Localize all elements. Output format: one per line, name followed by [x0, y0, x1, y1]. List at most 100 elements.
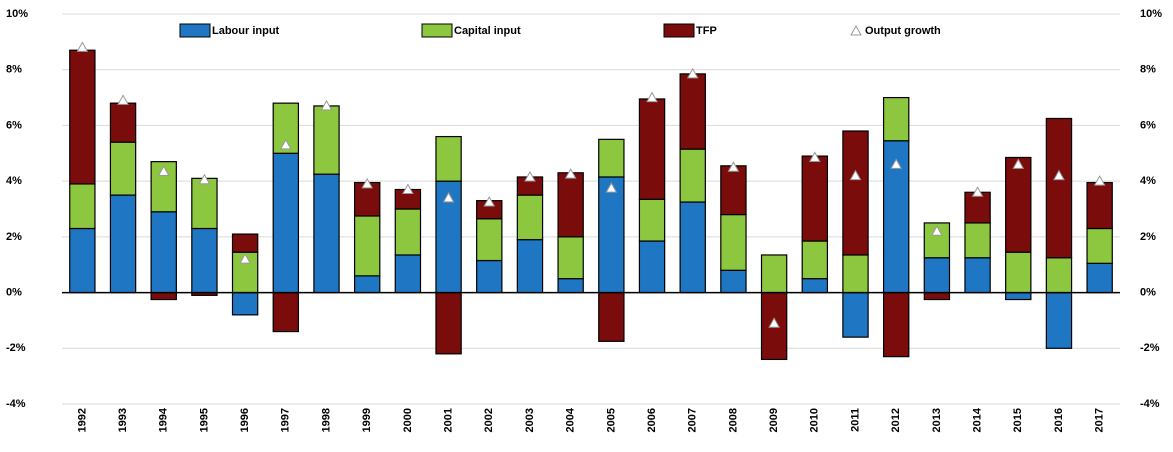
y-tick-label: 8% [6, 64, 22, 76]
bar-segment [476, 218, 503, 262]
x-tick-label: 2017 [1094, 408, 1106, 432]
bar-segment [69, 227, 96, 294]
y2-tick-label: 6% [1140, 119, 1156, 131]
bar-segment [109, 141, 137, 196]
bar-segment [1086, 262, 1113, 294]
x-tick-label: 2015 [1012, 408, 1024, 432]
output-marker [361, 177, 374, 189]
bar-segment [842, 130, 869, 256]
output-marker [198, 173, 211, 185]
output-marker [76, 41, 89, 52]
x-tick-label: 2014 [971, 407, 983, 432]
bar-segment [150, 291, 177, 301]
output-marker [1093, 175, 1106, 186]
bar-segment [1005, 251, 1032, 294]
bar-segment [598, 138, 625, 178]
bar-segment [557, 172, 584, 238]
y2-tick-label: -2% [1140, 342, 1160, 354]
bar-segment [801, 240, 829, 280]
x-tick-label: 1997 [280, 408, 292, 432]
bar-segment [598, 291, 625, 342]
y-tick-label: 0% [6, 286, 22, 298]
bar-segment [394, 254, 422, 294]
x-tick-label: 2003 [524, 408, 536, 432]
output-marker [524, 170, 536, 182]
bar-segment [313, 173, 340, 294]
bar-segment [679, 201, 706, 294]
bar-segment [882, 291, 910, 358]
output-marker [931, 225, 943, 236]
x-tick-label: 2005 [605, 408, 617, 432]
x-tick-label: 2010 [809, 408, 821, 432]
output-marker [320, 99, 333, 111]
legend-swatch [421, 23, 453, 38]
legend-label: Capital input [454, 25, 521, 37]
bar-segment [435, 135, 462, 182]
bar-segment [801, 155, 829, 242]
output-marker [442, 191, 455, 203]
bar-segment [476, 259, 503, 294]
bar-segment [679, 73, 706, 150]
bar-segment [1045, 257, 1073, 294]
bar-segment [435, 291, 462, 355]
x-tick-label: 2012 [890, 408, 902, 432]
legend-swatch [663, 23, 695, 38]
bar-segment [557, 236, 584, 280]
bar-segment [313, 105, 340, 175]
bar-segment [1086, 181, 1113, 230]
bar-segment [964, 191, 991, 224]
bar-segment [720, 213, 747, 271]
x-tick-label: 2009 [768, 408, 780, 432]
bar-segment [842, 254, 869, 294]
y2-tick-label: -4% [1140, 398, 1160, 410]
output-marker [402, 183, 414, 194]
output-marker [646, 91, 658, 103]
x-tick-label: 2000 [402, 408, 414, 432]
bar-segment [1045, 117, 1073, 259]
x-tick-label: 1992 [76, 408, 88, 432]
bar-segment [882, 96, 910, 142]
x-tick-label: 2004 [565, 407, 577, 432]
output-marker [239, 253, 251, 264]
bar-segment [516, 194, 544, 241]
output-marker [890, 158, 903, 169]
x-tick-label: 1995 [198, 408, 210, 432]
bar-segment [272, 152, 300, 294]
x-tick-label: 2008 [727, 408, 739, 432]
x-tick-label: 1998 [320, 408, 332, 432]
bar-segment [1005, 291, 1032, 301]
output-marker [849, 169, 862, 181]
legend-swatch [179, 23, 211, 38]
x-tick-label: 2013 [931, 408, 943, 432]
bar-segment [964, 257, 991, 294]
bar-segment [191, 177, 218, 230]
x-tick-label: 2011 [849, 408, 861, 432]
bar-segment [1045, 291, 1073, 349]
bar-segment [231, 291, 259, 316]
bar-segment [272, 291, 300, 333]
legend-label: TFP [696, 25, 717, 37]
bar-segment [923, 291, 951, 301]
x-tick-label: 2007 [687, 408, 699, 432]
bar-segment [557, 278, 584, 294]
x-tick-label: 1993 [117, 408, 129, 432]
bar-segment [760, 254, 788, 294]
x-tick-label: 1996 [239, 408, 251, 432]
bar-segment [923, 222, 951, 259]
bar-segment [191, 227, 218, 294]
output-marker [483, 196, 496, 207]
y2-tick-label: 4% [1140, 175, 1156, 187]
x-tick-label: 1999 [361, 408, 373, 432]
output-marker [564, 168, 577, 179]
bar-segment [109, 102, 137, 143]
bar-segment [231, 233, 259, 253]
bar-segment [638, 98, 666, 200]
legend-label: Output growth [865, 25, 941, 37]
y2-tick-label: 10% [1140, 8, 1162, 20]
bar-segment [598, 176, 625, 294]
x-tick-label: 2006 [646, 408, 658, 432]
y-tick-label: 2% [6, 231, 22, 243]
output-marker [971, 186, 984, 197]
output-marker [768, 317, 780, 328]
bar-segment [353, 275, 381, 294]
